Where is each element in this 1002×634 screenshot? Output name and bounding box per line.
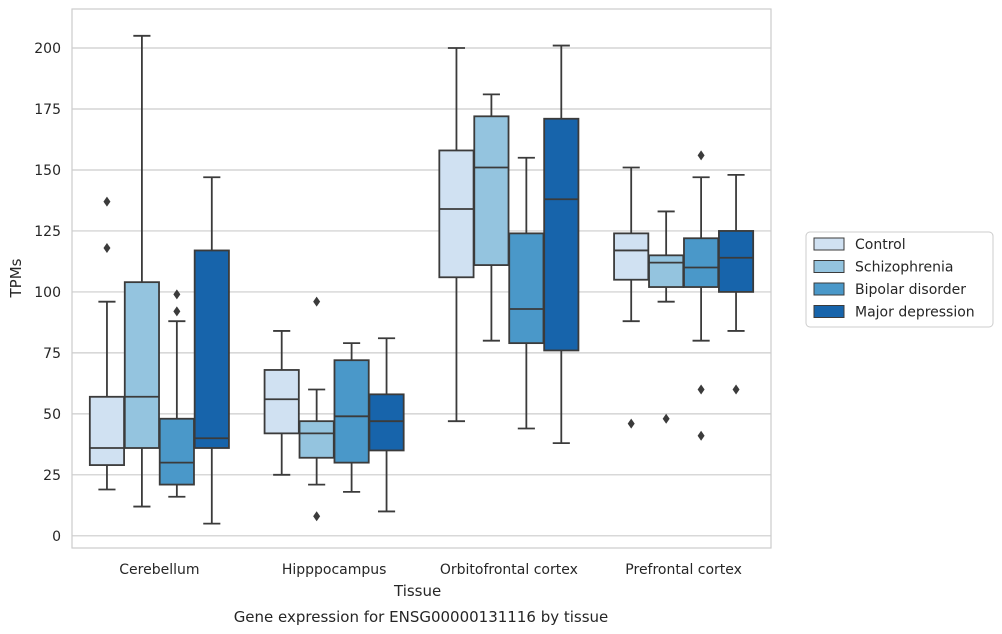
outlier-point [173, 289, 181, 300]
box-iqr [158, 417, 195, 486]
box-iqr [613, 232, 650, 281]
box-plot [123, 34, 160, 508]
outlier-point [103, 196, 111, 207]
y-tick-label: 125 [34, 224, 61, 240]
outlier-point [173, 306, 181, 317]
box-iqr [438, 149, 475, 279]
outlier-point [662, 413, 670, 424]
outlier-point [697, 384, 705, 395]
y-tick-label: 50 [43, 407, 61, 423]
chart-caption: Gene expression for ENSG00000131116 by t… [234, 608, 609, 626]
box-iqr [718, 230, 755, 293]
legend-frame [805, 231, 994, 328]
legend-swatch [813, 237, 845, 251]
legend: Control Schizophrenia Bipolar disorder Majo… [805, 231, 994, 328]
box-iqr [368, 393, 405, 452]
x-axis-label: Tissue [393, 582, 441, 600]
box-plot [473, 93, 510, 342]
legend-label: Bipolar disorder [855, 282, 966, 298]
y-axis-label: TPMs [7, 258, 25, 298]
boxes [88, 34, 755, 525]
x-tick-label: Hipppocampus [282, 562, 387, 578]
y-tick-label: 0 [52, 529, 61, 545]
y-tick-label: 75 [43, 346, 61, 362]
box-plot [508, 156, 545, 430]
box-plot [613, 166, 650, 429]
y-tick-label: 200 [34, 41, 61, 57]
y-tick-label: 100 [34, 285, 61, 301]
box-plot [193, 176, 230, 525]
x-tick-labels: Cerebellum Hipppocampus Orbitofrontal cort… [119, 562, 742, 578]
x-tick-label: Orbitofrontal cortex [440, 562, 578, 578]
box-plot [438, 47, 475, 423]
box-iqr [193, 249, 230, 449]
box-iqr [648, 254, 685, 288]
box-iqr [123, 281, 160, 449]
outlier-point [697, 430, 705, 441]
grid [72, 47, 771, 537]
box-iqr [508, 232, 545, 345]
y-tick-label: 150 [34, 163, 61, 179]
plot-frame [71, 8, 772, 549]
outlier-point [313, 296, 321, 307]
box-iqr [333, 359, 370, 464]
box-iqr [543, 117, 580, 352]
outlier-point [313, 511, 321, 522]
box-plot [158, 289, 195, 498]
y-tick-label: 25 [43, 468, 61, 484]
legend-items: Control Schizophrenia Bipolar disorder Majo… [813, 237, 975, 321]
box-iqr [88, 395, 125, 466]
box-plot [718, 173, 755, 395]
box-iqr [298, 420, 335, 459]
legend-label: Schizophrenia [855, 260, 953, 276]
outlier-point [103, 243, 111, 254]
legend-label: Control [855, 237, 906, 253]
legend-swatch [813, 260, 845, 273]
x-tick-label: Cerebellum [119, 562, 199, 578]
box-plot [88, 196, 125, 491]
box-iqr [263, 369, 300, 435]
box-plot [648, 210, 685, 424]
y-tick-labels: 0 25 50 75 100 125 150 175 200 [34, 41, 61, 545]
outlier-point [697, 150, 705, 161]
legend-label: Major depression [855, 305, 975, 321]
box-plot [683, 150, 720, 441]
outlier-point [732, 384, 740, 395]
box-plot [543, 44, 580, 445]
legend-swatch [813, 282, 845, 296]
box-iqr [473, 115, 510, 266]
outlier-point [627, 418, 635, 429]
box-plot [368, 337, 405, 513]
box-plot [333, 342, 370, 493]
x-tick-label: Prefrontal cortex [625, 562, 742, 578]
y-tick-label: 175 [34, 102, 61, 118]
box-plot [263, 330, 300, 476]
box-iqr [683, 237, 720, 288]
legend-swatch [813, 305, 845, 318]
